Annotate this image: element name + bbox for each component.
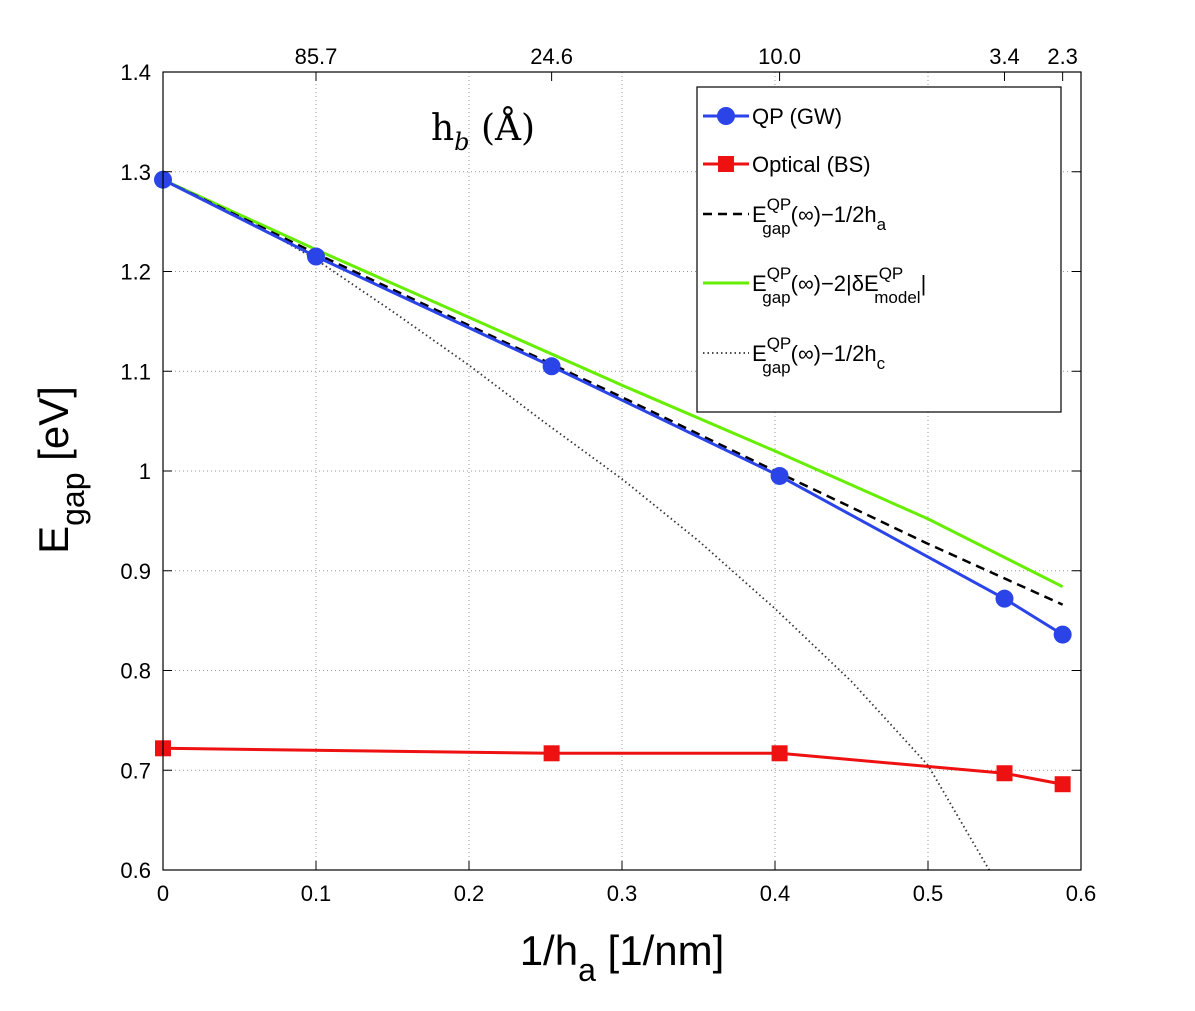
top-tick-label: 3.4	[989, 44, 1020, 69]
top-axis-title: hb (Å)	[431, 107, 535, 156]
legend-sample-marker	[718, 156, 734, 172]
y-tick-label: 1.2	[120, 260, 151, 285]
x-tick-label: 0.4	[760, 881, 791, 906]
ticks: 0 0.1 0.2 0.3 0.4 0.5 0.6 0.6 0.7 0.8 0.9 1 1.1 1.2 1.…	[120, 44, 1096, 906]
optical-point	[543, 745, 560, 762]
legend-entry-dotted-model: EQP gap(∞)−1/2hc	[752, 334, 886, 377]
qp-point	[770, 466, 789, 485]
legend-entry-green-model: EQP gap(∞)−2|δEQP model|	[752, 264, 926, 307]
y-axis-title: Egap [eV]	[30, 386, 91, 554]
legend-entry-qp: QP (GW)	[752, 104, 842, 129]
y-tick-label: 1.1	[120, 359, 151, 384]
legend-box	[696, 86, 1062, 413]
y-tick-label: 1	[139, 459, 151, 484]
optical-point	[1054, 776, 1071, 793]
series-line-0	[162, 178, 1064, 636]
series-layer	[154, 170, 1072, 871]
x-axis-title: 1/ha [1/nm]	[520, 927, 725, 988]
top-tick-label: 2.3	[1047, 44, 1078, 69]
x-tick-label: 0.3	[607, 881, 638, 906]
x-tick-label: 0.6	[1066, 881, 1097, 906]
x-tick-label: 0.1	[301, 881, 332, 906]
x-tick-label: 0.5	[913, 881, 944, 906]
legend: QP (GW) Optical (BS) EQP gap(∞)−1/2ha EQP…	[696, 86, 1062, 413]
top-tick-label: 85.7	[295, 44, 338, 69]
qp-point	[995, 589, 1014, 608]
y-tick-label: 1.3	[120, 160, 151, 185]
x-tick-label: 0	[157, 881, 169, 906]
legend-samples	[703, 107, 749, 354]
legend-sample-marker	[717, 107, 735, 125]
y-tick-label: 1.4	[120, 60, 151, 85]
qp-point	[1053, 625, 1072, 644]
y-tick-label: 0.9	[120, 559, 151, 584]
top-tick-label: 24.6	[530, 44, 573, 69]
legend-entry-optical: Optical (BS)	[752, 152, 871, 177]
qp-point	[307, 247, 325, 266]
series-line-4	[162, 178, 990, 871]
qp-point	[542, 357, 561, 376]
y-tick-label: 0.7	[120, 758, 151, 783]
y-tick-label: 0.6	[120, 858, 151, 883]
optical-point	[996, 765, 1013, 782]
x-tick-label: 0.2	[454, 881, 485, 906]
optical-point	[771, 745, 788, 762]
y-tick-label: 0.8	[120, 659, 151, 684]
legend-entry-dashed-model: EQP gap(∞)−1/2ha	[752, 195, 887, 238]
series-line-1	[162, 746, 1063, 786]
top-tick-label: 10.0	[758, 44, 801, 69]
